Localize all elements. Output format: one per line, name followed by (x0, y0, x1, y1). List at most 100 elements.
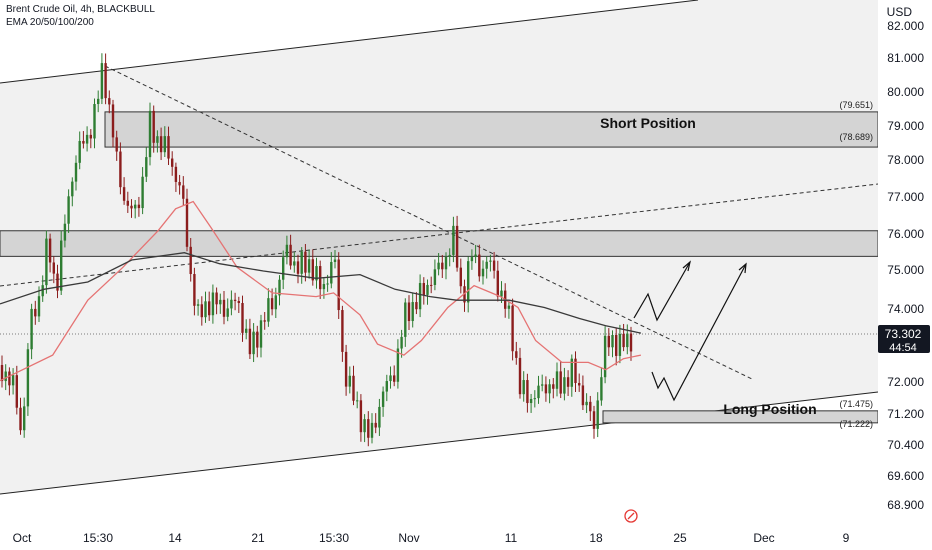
candle-body (56, 273, 59, 291)
candle-body (385, 381, 388, 392)
x-tick-label: Dec (753, 531, 774, 545)
candle-body (37, 296, 41, 317)
candle-body (304, 251, 307, 273)
candle-body (278, 279, 281, 296)
zone-upper-price: (71.475) (839, 399, 873, 409)
candle-body (611, 335, 614, 348)
candle-body (607, 335, 610, 348)
channel-lower-line[interactable] (0, 391, 879, 495)
candle-body (41, 285, 44, 297)
candle-body (289, 244, 292, 266)
ema-slow-line[interactable] (0, 252, 642, 334)
candle-body (259, 320, 263, 348)
candle-body (615, 335, 618, 356)
candle-body (171, 158, 174, 167)
x-tick-label: 25 (673, 531, 687, 545)
candle-body (411, 302, 414, 322)
candle-body (333, 259, 337, 262)
candle-body (60, 240, 63, 291)
candle-body (219, 299, 222, 305)
candle-body (326, 283, 329, 285)
last-price-value: 73.302 (885, 327, 922, 341)
candle-body (256, 331, 259, 348)
candle-body (441, 262, 444, 270)
candle-body (196, 304, 200, 306)
candle-body (492, 260, 496, 271)
candle-body (574, 358, 577, 384)
candle-body (311, 259, 314, 281)
candle-body (559, 371, 562, 394)
zone-label: Short Position (600, 115, 696, 131)
currency-label[interactable]: USD (886, 5, 912, 19)
candle-body (507, 305, 511, 309)
candle-body (307, 259, 311, 273)
candle-body (93, 104, 96, 139)
event-marker-icon[interactable] (624, 509, 638, 523)
candle-body (122, 187, 126, 201)
y-tick-label: 79.000 (887, 119, 924, 133)
candle-body (193, 274, 196, 306)
y-tick-label: 77.000 (887, 190, 924, 204)
last-price-tag[interactable] (878, 325, 930, 353)
descending-trendline[interactable] (104, 65, 753, 380)
candle-body (541, 384, 544, 386)
candle-body (433, 269, 437, 285)
candle-body (4, 371, 7, 382)
candle-body (85, 134, 89, 144)
candle-body (156, 136, 159, 143)
indicator-legend[interactable]: EMA 20/50/100/200 (6, 17, 94, 28)
candle-body (448, 254, 451, 257)
zone-upper-price: (79.651) (839, 100, 873, 110)
candle-body (285, 244, 289, 258)
candle-body (82, 140, 85, 144)
ema-fast-line[interactable] (0, 200, 642, 382)
y-tick-label: 71.200 (887, 407, 924, 421)
candle-body (393, 375, 396, 382)
bullish-projection-path[interactable] (633, 261, 691, 322)
candle-body (263, 320, 266, 322)
candle-body (356, 400, 359, 402)
candle-body (596, 400, 599, 429)
candle-body (230, 299, 233, 309)
candle-body (381, 391, 385, 407)
candle-body (11, 375, 15, 386)
candle-body (526, 380, 529, 404)
candle-body (415, 302, 418, 310)
candle-body (167, 136, 170, 159)
channel-upper-line[interactable] (0, 0, 699, 84)
candle-body (592, 411, 596, 429)
rising-trendline[interactable] (0, 183, 879, 287)
candle-body (296, 261, 300, 274)
candle-body (148, 110, 152, 158)
candle-body (159, 136, 163, 153)
candle-body (52, 262, 55, 274)
candle-body (348, 375, 351, 387)
candle-body (578, 383, 581, 386)
candle-body (23, 406, 26, 431)
candle-body (8, 371, 11, 386)
candle-body (130, 205, 133, 209)
candle-body (489, 260, 492, 262)
candle-body (563, 377, 566, 394)
plot-area[interactable]: (79.651) (78.689) Short Position (71.475) (7… (0, 0, 879, 495)
candle-body (548, 384, 551, 394)
short-position-zone[interactable] (104, 111, 879, 148)
bullish-projection-path[interactable] (651, 263, 747, 402)
y-tick-label: 82.000 (887, 19, 924, 33)
candle-body (537, 385, 540, 399)
candle-body (529, 398, 533, 404)
candle-body (97, 98, 100, 105)
candle-body (152, 110, 155, 143)
projection-arrowhead (738, 262, 747, 274)
candle-body (274, 295, 277, 310)
y-tick-label: 70.400 (887, 438, 924, 452)
candle-body (208, 301, 211, 316)
candle-body (478, 254, 481, 277)
candle-body (452, 225, 455, 255)
candle-body (222, 299, 226, 317)
candle-body (585, 401, 588, 406)
candle-body (74, 162, 78, 182)
candle-body (45, 238, 48, 286)
